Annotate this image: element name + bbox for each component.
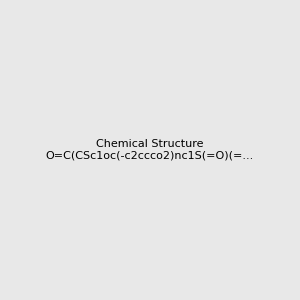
Text: Chemical Structure
O=C(CSc1oc(-c2ccco2)nc1S(=O)(=...: Chemical Structure O=C(CSc1oc(-c2ccco2)n… <box>46 139 254 161</box>
